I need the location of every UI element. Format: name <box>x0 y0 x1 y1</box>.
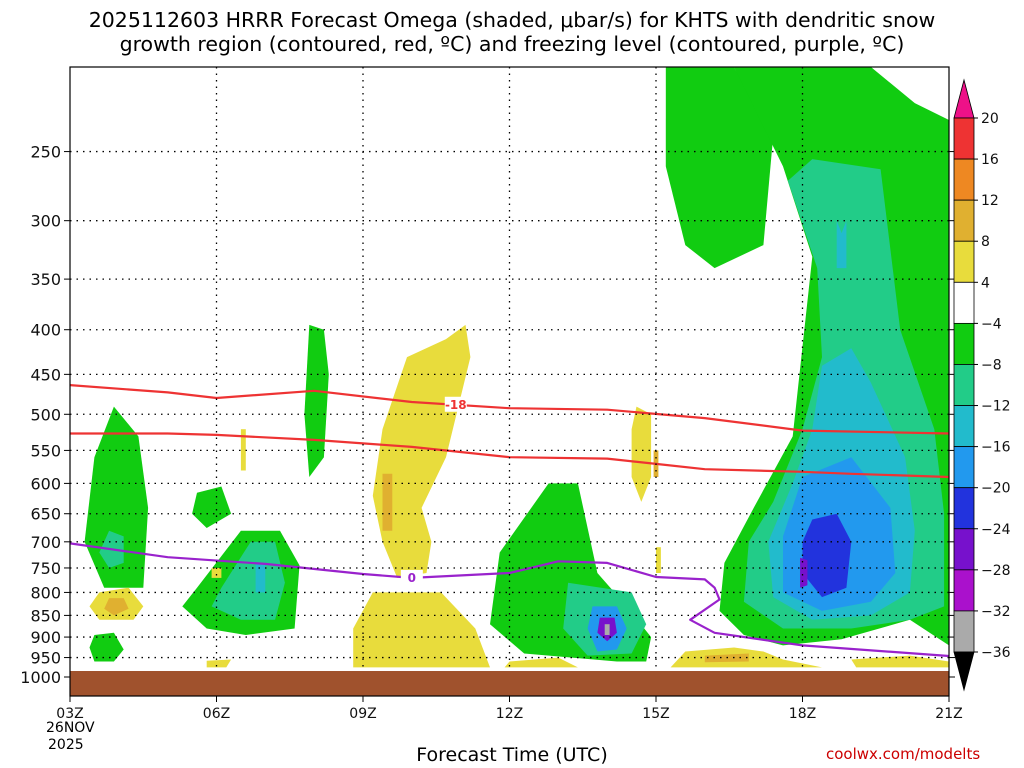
y-tick-label-350: 350 <box>30 270 61 289</box>
x-axis-label: Forecast Time (UTC) <box>416 744 608 766</box>
omega-region-6 <box>802 513 852 598</box>
contour-dgz_lower <box>70 432 949 479</box>
omega-region-18 <box>211 568 222 578</box>
x-tick-label-6: 06Z <box>203 706 230 722</box>
omega-region-28 <box>604 624 610 635</box>
omega-region-17 <box>240 429 246 471</box>
contour-lines: -18 0 <box>70 384 949 658</box>
y-tick-label-650: 650 <box>30 505 61 524</box>
omega-region-29 <box>631 406 652 502</box>
x-tick-label-12: 12Z <box>496 706 523 722</box>
colorbar-bin-13 <box>953 610 975 653</box>
omega-region-19 <box>206 659 232 668</box>
omega-region-0 <box>665 67 774 269</box>
colorbar-bin-2 <box>953 158 975 201</box>
chart-title-line1: 2025112603 HRRR Forecast Omega (shaded, … <box>88 8 936 32</box>
omega-region-23 <box>353 592 490 668</box>
colorbar-tick-label-1: 16 <box>981 152 999 168</box>
chart-title-line2: growth region (contoured, red, ºC) and f… <box>119 32 905 56</box>
colorbar-tick-label-10: −24 <box>981 522 1011 538</box>
y-tick-label-950: 950 <box>30 649 61 668</box>
x-tick-label-15: 15Z <box>642 706 669 722</box>
y-tick-label-850: 850 <box>30 606 61 625</box>
omega-region-3 <box>836 220 847 269</box>
y-tick-label-250: 250 <box>30 143 61 162</box>
y-tick-label-800: 800 <box>30 583 61 602</box>
colorbar-tick-label-7: −12 <box>981 399 1011 415</box>
colorbar-bin-9 <box>953 446 975 489</box>
colorbar-bin-7 <box>953 364 975 406</box>
colorbar-tick-label-13: −36 <box>981 645 1011 661</box>
omega-region-31 <box>656 547 661 573</box>
contour-label-bg <box>444 396 467 412</box>
contour-label-bg <box>400 569 423 585</box>
credit-link[interactable]: coolwx.com/modelts <box>826 745 981 763</box>
contour-label-freezing_level: 0 <box>408 571 416 585</box>
x-tick-label-3: 03Z <box>56 706 83 722</box>
colorbar-tick-label-2: 12 <box>981 193 999 209</box>
x-tick-label-21: 21Z <box>935 706 962 722</box>
colorbar-bin-4 <box>953 240 975 283</box>
y-axis-ticks: 250 300 350 400 450 500 550 600 650 700 750 800 850 9… <box>20 143 955 687</box>
omega-region-22 <box>382 473 393 531</box>
colorbar-bin-6 <box>953 322 975 365</box>
y-tick-label-300: 300 <box>30 212 61 231</box>
y-tick-label-550: 550 <box>30 441 61 460</box>
colorbar-tick-label-3: 8 <box>981 234 990 250</box>
date-label-year: 2025 <box>48 737 84 753</box>
colorbar-tick-label-0: 20 <box>981 111 999 127</box>
omega-region-16 <box>255 562 266 593</box>
omega-region-20 <box>304 324 329 477</box>
omega-region-35 <box>851 655 949 668</box>
date-label-day: 26NOV <box>46 720 95 736</box>
colorbar-bottom-triangle <box>953 651 975 692</box>
colorbar-tick-label-5: −4 <box>981 316 1002 332</box>
y-tick-label-600: 600 <box>30 474 61 493</box>
colorbar-tick-label-6: −8 <box>981 357 1002 373</box>
x-tick-label-18: 18Z <box>789 706 816 722</box>
x-axis-ticks: 03Z 06Z 09Z 12Z 15Z 18Z 21Z <box>56 696 963 722</box>
colorbar: 20 16 12 8 4 −4 −8 −12 −16 −20 −24 −28 −32 −36 <box>953 78 1011 692</box>
omega-region-13 <box>192 486 232 528</box>
colorbar-bin-11 <box>953 528 975 571</box>
colorbar-tick-label-11: −28 <box>981 563 1011 579</box>
omega-region-15 <box>211 541 285 620</box>
y-tick-label-500: 500 <box>30 405 61 424</box>
colorbar-tick-label-9: −20 <box>981 481 1011 497</box>
colorbar-tick-label-8: −16 <box>981 440 1011 456</box>
y-tick-label-700: 700 <box>30 533 61 552</box>
ground-surface <box>70 671 949 696</box>
x-tick-label-9: 09Z <box>349 706 376 722</box>
omega-region-34 <box>504 657 578 668</box>
colorbar-bin-1 <box>953 117 975 160</box>
colorbar-tick-label-12: −32 <box>981 604 1011 620</box>
y-tick-label-400: 400 <box>30 321 61 340</box>
colorbar-tick-label-4: 4 <box>981 275 990 291</box>
colorbar-top-triangle <box>953 78 975 119</box>
colorbar-bin-8 <box>953 405 975 448</box>
y-tick-label-450: 450 <box>30 365 61 384</box>
contour-label-dgz_upper: -18 <box>445 398 467 412</box>
colorbar-bin-5 <box>953 281 975 324</box>
colorbar-bin-10 <box>953 487 975 530</box>
omega-shading <box>84 67 949 668</box>
omega-region-21 <box>372 324 471 578</box>
colorbar-bin-3 <box>953 199 975 242</box>
omega-region-12 <box>104 598 129 616</box>
y-tick-label-900: 900 <box>30 628 61 647</box>
omega-region-8 <box>84 406 149 588</box>
contour-freezing_level <box>70 542 949 658</box>
y-tick-label-1000: 1000 <box>20 668 61 687</box>
y-tick-label-750: 750 <box>30 559 61 578</box>
omega-region-7 <box>800 557 808 588</box>
omega-region-10 <box>89 632 124 662</box>
colorbar-bin-12 <box>953 569 975 612</box>
